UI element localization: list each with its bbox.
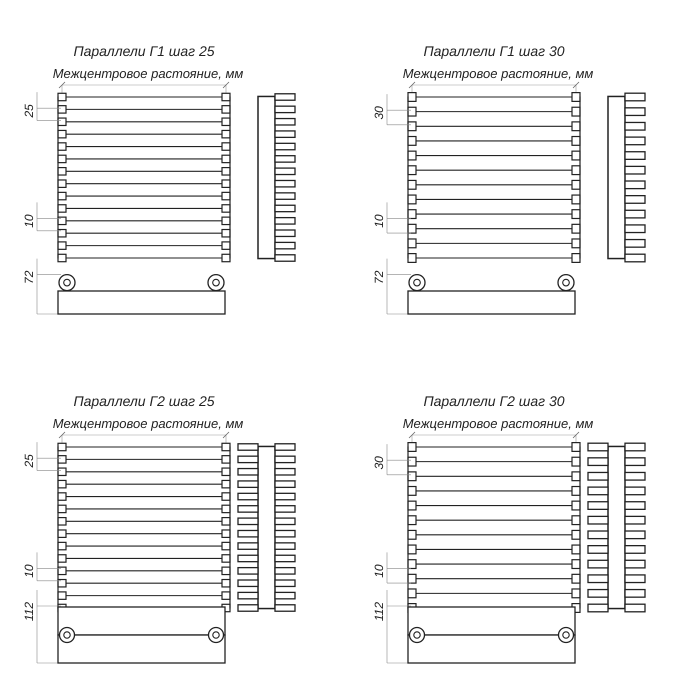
svg-text:Межцентровое растояние, мм: Межцентровое растояние, мм	[53, 416, 244, 431]
svg-text:Параллели Г1 шаг 30: Параллели Г1 шаг 30	[423, 43, 564, 59]
svg-text:10: 10	[22, 564, 36, 578]
svg-text:Параллели Г1 шаг 25: Параллели Г1 шаг 25	[73, 43, 214, 59]
svg-text:30: 30	[372, 456, 386, 470]
svg-text:Параллели Г2 шаг 30: Параллели Г2 шаг 30	[423, 393, 564, 409]
svg-text:10: 10	[372, 564, 386, 578]
svg-text:30: 30	[372, 106, 386, 120]
svg-text:72: 72	[22, 270, 36, 284]
svg-text:Межцентровое растояние, мм: Межцентровое растояние, мм	[403, 416, 594, 431]
svg-text:10: 10	[372, 214, 386, 228]
svg-text:72: 72	[372, 270, 386, 284]
svg-text:112: 112	[22, 602, 36, 621]
svg-text:Параллели Г2 шаг 25: Параллели Г2 шаг 25	[73, 393, 214, 409]
svg-text:25: 25	[22, 104, 36, 119]
svg-text:112: 112	[372, 602, 386, 621]
svg-text:Межцентровое растояние, мм: Межцентровое растояние, мм	[53, 66, 244, 81]
svg-text:10: 10	[22, 214, 36, 228]
svg-text:25: 25	[22, 454, 36, 469]
svg-text:Межцентровое растояние, мм: Межцентровое растояние, мм	[403, 66, 594, 81]
